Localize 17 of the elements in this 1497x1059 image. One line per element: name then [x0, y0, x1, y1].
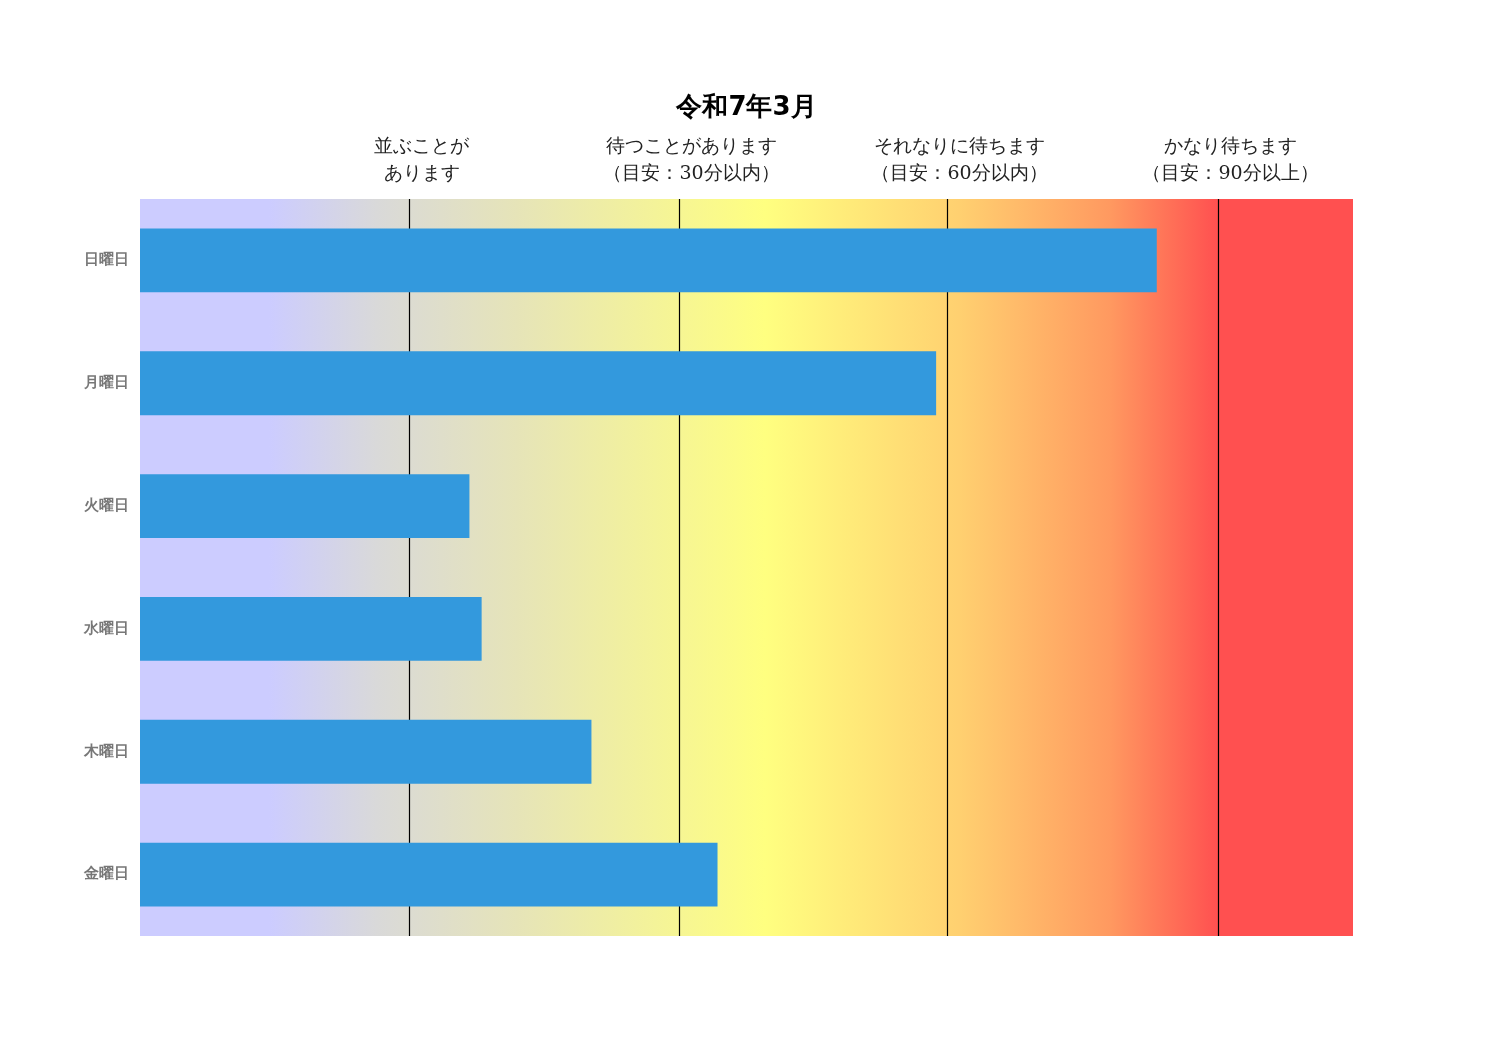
bar — [140, 228, 1157, 293]
y-tick-label: 月曜日 — [83, 373, 129, 392]
bar — [140, 842, 718, 907]
y-tick-label: 日曜日 — [84, 250, 129, 269]
y-tick-label: 火曜日 — [84, 495, 129, 514]
bar — [140, 596, 482, 661]
ref-line-label: それなりに待ちます（目安：60分以内） — [871, 134, 1048, 183]
bar — [140, 719, 592, 784]
ref-line-label: かなり待ちます（目安：90分以上） — [1142, 134, 1319, 183]
bar — [140, 474, 470, 539]
ref-line-label: 待つことがあります（目安：30分以内） — [603, 134, 780, 183]
y-tick-label: 金曜日 — [83, 864, 129, 883]
bar — [140, 351, 937, 416]
y-tick-label: 木曜日 — [83, 741, 129, 760]
ref-line-label: 並ぶことがあります — [374, 134, 470, 183]
chart-title: 令和7年3月 — [675, 91, 817, 121]
y-tick-label: 水曜日 — [83, 618, 129, 637]
